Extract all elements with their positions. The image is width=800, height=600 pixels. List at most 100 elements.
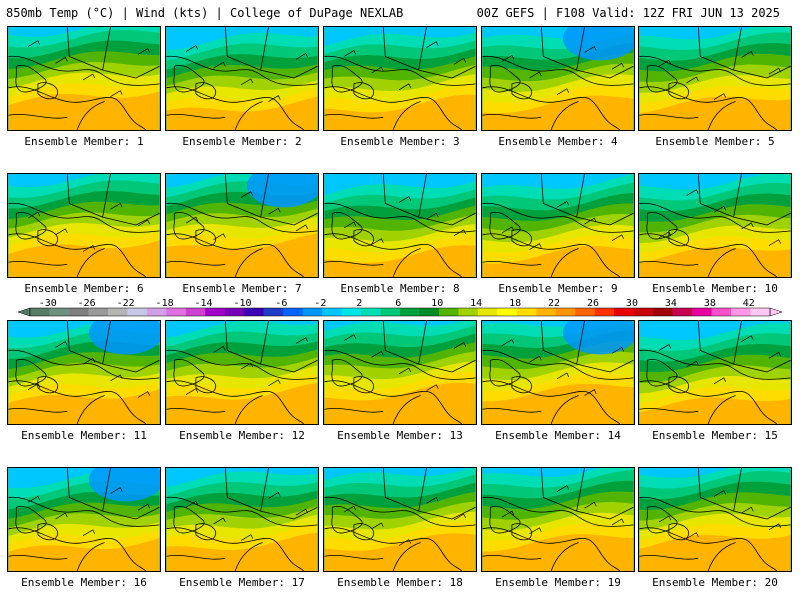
ensemble-map-panel — [7, 467, 161, 572]
colorbar-segment — [516, 308, 537, 316]
ensemble-member-label: Ensemble Member: 1 — [24, 135, 144, 148]
colorbar-segment — [438, 308, 459, 316]
colorbar-segment — [575, 308, 596, 316]
temperature-map — [166, 321, 318, 424]
colorbar-segment — [672, 308, 693, 316]
colorbar-tick-label: -26 — [78, 298, 96, 309]
colorbar-segment — [88, 308, 109, 316]
temperature-map — [8, 174, 160, 277]
temperature-map — [166, 27, 318, 130]
temperature-map — [482, 27, 634, 130]
ensemble-map-panel — [481, 26, 635, 131]
ensemble-member-label: Ensemble Member: 4 — [498, 135, 618, 148]
colorbar-tick-label: -10 — [233, 298, 251, 309]
temperature-map — [324, 468, 476, 571]
colorbar-tick-label: 34 — [665, 298, 677, 309]
colorbar-segment — [380, 308, 401, 316]
ensemble-member-label: Ensemble Member: 5 — [655, 135, 775, 148]
temperature-map — [482, 174, 634, 277]
colorbar-tick-label: 38 — [704, 298, 716, 309]
colorbar-tick-label: 2 — [356, 298, 362, 309]
ensemble-map-panel — [7, 320, 161, 425]
colorbar-tick-label: -14 — [194, 298, 212, 309]
ensemble-map-panel — [481, 173, 635, 278]
colorbar-tick-label: 6 — [395, 298, 401, 309]
ensemble-member-label: Ensemble Member: 12 — [179, 429, 305, 442]
colorbar-segment — [497, 308, 518, 316]
colorbar-segment — [555, 308, 576, 316]
colorbar-segment — [731, 308, 752, 316]
temperature-map — [324, 27, 476, 130]
temperature-map — [324, 321, 476, 424]
colorbar-tick-label: -30 — [39, 298, 57, 309]
colorbar-segment — [224, 308, 245, 316]
ensemble-member-label: Ensemble Member: 8 — [340, 282, 460, 295]
colorbar-segment — [166, 308, 187, 316]
temperature-colorbar: -30 -26 -22 -18 -14 -10 -6 -2 2 6 10 14 18 22 26 30 34 38… — [17, 298, 783, 317]
ensemble-member-label: Ensemble Member: 10 — [652, 282, 778, 295]
colorbar-segment — [594, 308, 615, 316]
ensemble-map-panel — [165, 26, 319, 131]
temperature-map — [639, 27, 791, 130]
temperature-map — [8, 468, 160, 571]
ensemble-member-label: Ensemble Member: 9 — [498, 282, 618, 295]
temperature-map — [324, 174, 476, 277]
colorbar-tick-label: 18 — [509, 298, 521, 309]
ensemble-member-label: Ensemble Member: 20 — [652, 576, 778, 589]
ensemble-member-label: Ensemble Member: 3 — [340, 135, 460, 148]
colorbar-segment — [341, 308, 362, 316]
colorbar-segment — [49, 308, 70, 316]
ensemble-map-panel — [165, 467, 319, 572]
colorbar-tick-label: -18 — [156, 298, 174, 309]
colorbar-segment — [419, 308, 440, 316]
colorbar-segment — [692, 308, 713, 316]
colorbar-segment — [185, 308, 206, 316]
valid-time-title: 00Z GEFS | F108 Valid: 12Z FRI JUN 13 20… — [476, 6, 780, 20]
colorbar-segment — [477, 308, 498, 316]
colorbar-right-arrow — [769, 307, 783, 317]
ensemble-map-panel — [638, 26, 792, 131]
ensemble-member-label: Ensemble Member: 2 — [182, 135, 302, 148]
temperature-map — [482, 468, 634, 571]
ensemble-map-panel — [165, 173, 319, 278]
ensemble-map-panel — [323, 467, 477, 572]
colorbar-segment — [614, 308, 635, 316]
colorbar-segment — [322, 308, 343, 316]
colorbar-segment — [283, 308, 304, 316]
ensemble-map-panel — [481, 467, 635, 572]
ensemble-map-panel — [481, 320, 635, 425]
colorbar-tick-label: 30 — [626, 298, 638, 309]
colorbar-segment — [146, 308, 167, 316]
colorbar-tick-label: 22 — [548, 298, 560, 309]
colorbar-segment — [458, 308, 479, 316]
colorbar-segment — [107, 308, 128, 316]
colorbar-segment — [536, 308, 557, 316]
ensemble-map-panel — [165, 320, 319, 425]
temperature-map — [166, 468, 318, 571]
ensemble-member-label: Ensemble Member: 16 — [21, 576, 147, 589]
colorbar-segment — [633, 308, 654, 316]
temperature-map — [8, 321, 160, 424]
temperature-map — [482, 321, 634, 424]
colorbar-tick-label: -6 — [275, 298, 287, 309]
colorbar-segment — [400, 308, 420, 316]
colorbar-tick-label: 10 — [431, 298, 443, 309]
colorbar-segment — [68, 308, 89, 316]
colorbar-tick-label: 26 — [587, 298, 599, 309]
temperature-map — [8, 27, 160, 130]
ensemble-map-panel — [638, 173, 792, 278]
ensemble-map-panel — [638, 320, 792, 425]
ensemble-map-panel — [7, 173, 161, 278]
ensemble-member-label: Ensemble Member: 17 — [179, 576, 305, 589]
colorbar-segment — [263, 308, 284, 316]
colorbar-tick-label: -22 — [117, 298, 135, 309]
colorbar-left-arrow — [17, 307, 31, 317]
colorbar-segment — [653, 308, 674, 316]
chart-title: 850mb Temp (°C) | Wind (kts) | College o… — [6, 6, 404, 20]
colorbar-segment — [127, 308, 148, 316]
ensemble-map-panel — [323, 26, 477, 131]
temperature-map — [639, 468, 791, 571]
colorbar-segment — [302, 308, 323, 316]
temperature-map — [166, 174, 318, 277]
colorbar-segment — [244, 308, 265, 316]
